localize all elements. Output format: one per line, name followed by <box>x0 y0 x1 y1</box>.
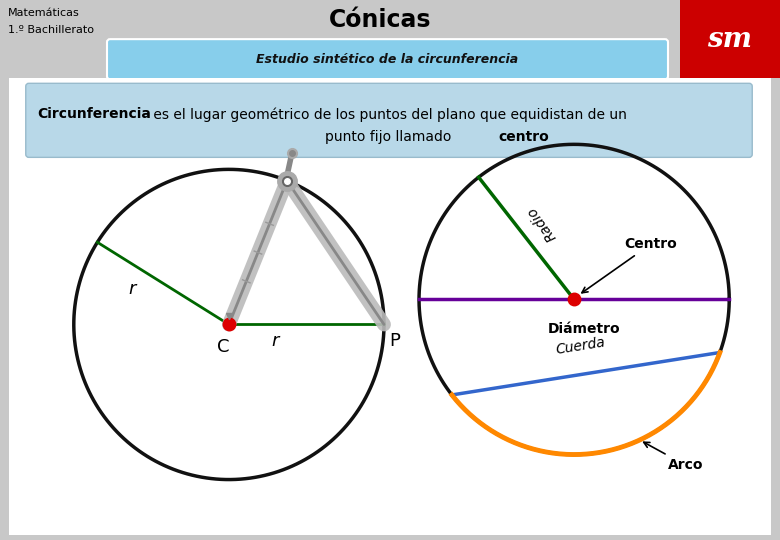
Text: Matemáticas: Matemáticas <box>8 8 80 18</box>
FancyBboxPatch shape <box>7 76 773 537</box>
Text: punto fijo llamado: punto fijo llamado <box>324 130 456 144</box>
Text: r: r <box>129 280 136 299</box>
Text: Centro: Centro <box>582 238 677 293</box>
Text: 1.º Bachillerato: 1.º Bachillerato <box>8 25 94 35</box>
Text: Radio: Radio <box>524 204 558 244</box>
Text: P: P <box>389 333 400 350</box>
Text: Cónicas: Cónicas <box>328 8 431 32</box>
Text: Cuerda: Cuerda <box>555 335 607 356</box>
Text: .: . <box>542 130 547 144</box>
Text: r: r <box>271 333 278 350</box>
Text: Estudio sintético de la circunferencia: Estudio sintético de la circunferencia <box>256 53 518 66</box>
Text: Arco: Arco <box>644 442 704 472</box>
Bar <box>680 0 780 78</box>
Text: es el lugar geométrico de los puntos del plano que equidistan de un: es el lugar geométrico de los puntos del… <box>149 107 626 122</box>
Text: Circunferencia: Circunferencia <box>37 107 151 122</box>
Text: centro: centro <box>498 130 549 144</box>
FancyBboxPatch shape <box>107 39 668 79</box>
Text: C: C <box>217 339 229 356</box>
Text: Diámetro: Diámetro <box>548 322 620 336</box>
Text: sm: sm <box>707 25 753 52</box>
FancyBboxPatch shape <box>26 83 752 157</box>
